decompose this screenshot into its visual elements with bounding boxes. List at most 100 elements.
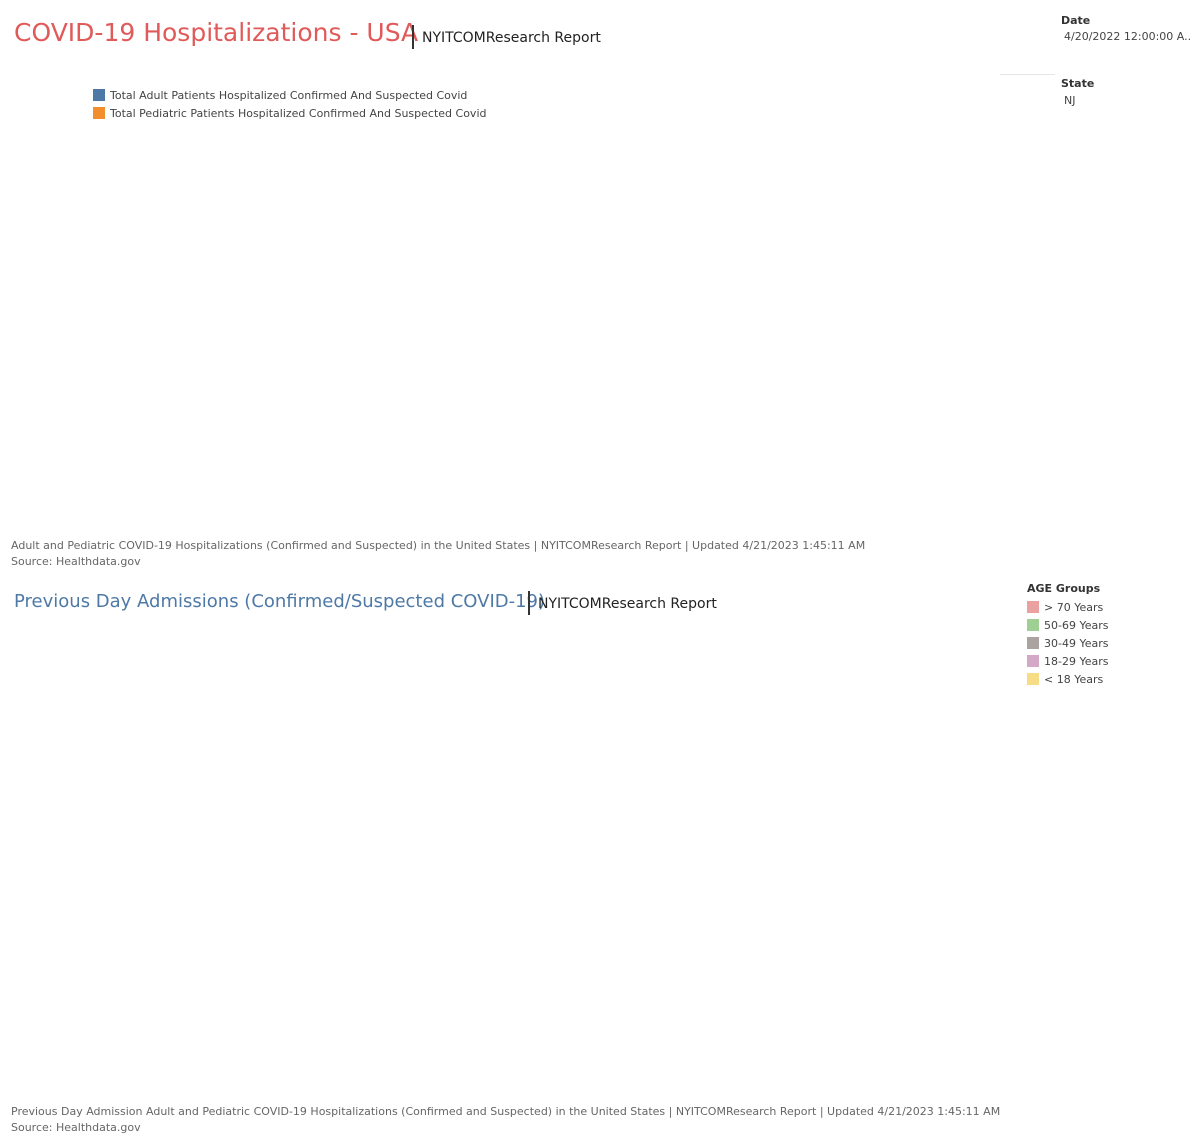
bar-pediatric: [276, 468, 283, 476]
bar-pediatric: [240, 468, 247, 476]
x-tick-label: Apr 1, 23: [929, 1077, 980, 1090]
bar-adult: [334, 251, 341, 476]
bar-adult: [480, 305, 487, 476]
bar-pediatric: [973, 471, 980, 476]
x-tick-label: Sep 1, 22: [415, 487, 467, 500]
bar-pediatric: [305, 465, 312, 476]
bar-adult: [574, 235, 581, 476]
area-30-49-years: [110, 996, 999, 1054]
x-tick-label: Nov 1, 22: [562, 487, 615, 500]
bar-pediatric: [603, 466, 610, 476]
bar-adult: [218, 285, 225, 476]
filter-divider: [1000, 74, 1055, 75]
bar-pediatric: [872, 465, 879, 476]
bar-pediatric: [930, 469, 937, 476]
bar-pediatric: [494, 468, 501, 476]
bar-adult: [603, 245, 610, 476]
bar-adult: [813, 231, 821, 476]
bar-pediatric: [117, 469, 124, 476]
bar-adult: [872, 315, 879, 476]
legend-item-18-29[interactable]: 18-29 Years: [1027, 652, 1108, 670]
area--70-years: [110, 707, 999, 1013]
bar-adult: [588, 237, 595, 476]
bar-pediatric: [124, 469, 131, 476]
bar-pediatric: [334, 464, 341, 476]
bar-adult: [937, 385, 944, 476]
bar-pediatric: [385, 468, 392, 476]
bar-pediatric: [523, 467, 530, 476]
x-tick-label: Jul 1, 22: [262, 1077, 308, 1090]
bar-pediatric: [646, 467, 654, 476]
legend-item-50-69[interactable]: 50-69 Years: [1027, 616, 1108, 634]
bar-pediatric: [567, 465, 574, 476]
bar-adult: [777, 171, 784, 477]
bar-pediatric: [966, 470, 973, 476]
bar-adult: [959, 403, 966, 476]
state-filter-value[interactable]: NJ: [1064, 94, 1076, 107]
bar-pediatric: [167, 468, 174, 476]
bar-pediatric: [697, 464, 704, 476]
bar-adult: [167, 335, 174, 476]
bar-adult: [160, 339, 167, 476]
bar-pediatric: [835, 463, 842, 476]
bar-adult: [784, 185, 791, 476]
bar-pediatric: [588, 466, 595, 476]
bar-adult: [552, 245, 559, 476]
bar-adult: [901, 345, 908, 476]
legend-item-adult[interactable]: Total Adult Patients Hospitalized Confir…: [93, 86, 486, 104]
x-tick-label: Sep 1, 22: [411, 1077, 463, 1090]
bar-adult: [632, 249, 639, 476]
bar-adult: [291, 309, 298, 476]
bar-adult: [385, 245, 392, 476]
legend-swatch: [1027, 673, 1039, 685]
bar-adult: [683, 189, 690, 476]
bar-pediatric: [995, 471, 1002, 476]
bar-adult: [886, 331, 893, 476]
bar-pediatric: [283, 467, 291, 476]
y-tick-label: 50: [51, 1005, 65, 1018]
bar-pediatric: [552, 466, 559, 476]
x-tick-label: Dec 1, 22: [633, 1077, 686, 1090]
x-tick-label: Apr 1, 23: [929, 487, 980, 500]
bar-adult: [233, 277, 240, 476]
bar-adult: [893, 335, 900, 476]
bar-adult: [864, 299, 871, 476]
bar-adult: [922, 371, 929, 476]
bar-adult: [509, 299, 516, 476]
bar-adult: [254, 289, 261, 476]
legend-label: 30-49 Years: [1044, 636, 1109, 650]
x-tick-label: Jun 1, 22: [187, 1077, 237, 1090]
legend-label: Total Adult Patients Hospitalized Confir…: [110, 88, 468, 102]
bar-pediatric: [944, 470, 951, 476]
bar-pediatric: [414, 469, 421, 476]
bar-adult: [734, 125, 741, 476]
legend-label: < 18 Years: [1044, 672, 1104, 686]
x-tick-label: Dec 1, 22: [635, 487, 688, 500]
date-filter-value[interactable]: 4/20/2022 12:00:00 A..: [1064, 30, 1192, 43]
bar-pediatric: [146, 468, 153, 476]
bar-adult: [356, 255, 363, 476]
x-tick-label: May 1, 23: [1000, 1077, 1054, 1090]
bar-adult: [443, 275, 450, 476]
title-divider: [412, 25, 414, 49]
legend-item-pediatric[interactable]: Total Pediatric Patients Hospitalized Co…: [93, 104, 486, 122]
bar-adult: [305, 299, 312, 476]
y-tick-label: 100: [44, 949, 65, 962]
bar-pediatric: [951, 470, 958, 476]
bar-pediatric: [922, 469, 929, 476]
y-tick-label: 400: [44, 390, 65, 403]
x-tick-label: May 1, 22: [110, 1077, 164, 1090]
y-tick-label: 1600: [37, 149, 65, 162]
bar-adult: [559, 239, 566, 476]
bar-pediatric: [850, 462, 857, 476]
chart1-y-axis-label: COVID-19 Hospitalizations - USA: [22, 177, 33, 359]
bar-adult: [276, 311, 283, 476]
bar-pediatric: [211, 468, 218, 476]
bar-pediatric: [269, 468, 276, 476]
bar-adult: [639, 263, 646, 476]
legend-item-70plus[interactable]: > 70 Years: [1027, 598, 1108, 616]
bar-adult: [342, 259, 349, 476]
legend-item-under-18[interactable]: < 18 Years: [1027, 670, 1108, 688]
legend-item-30-49[interactable]: 30-49 Years: [1027, 634, 1108, 652]
